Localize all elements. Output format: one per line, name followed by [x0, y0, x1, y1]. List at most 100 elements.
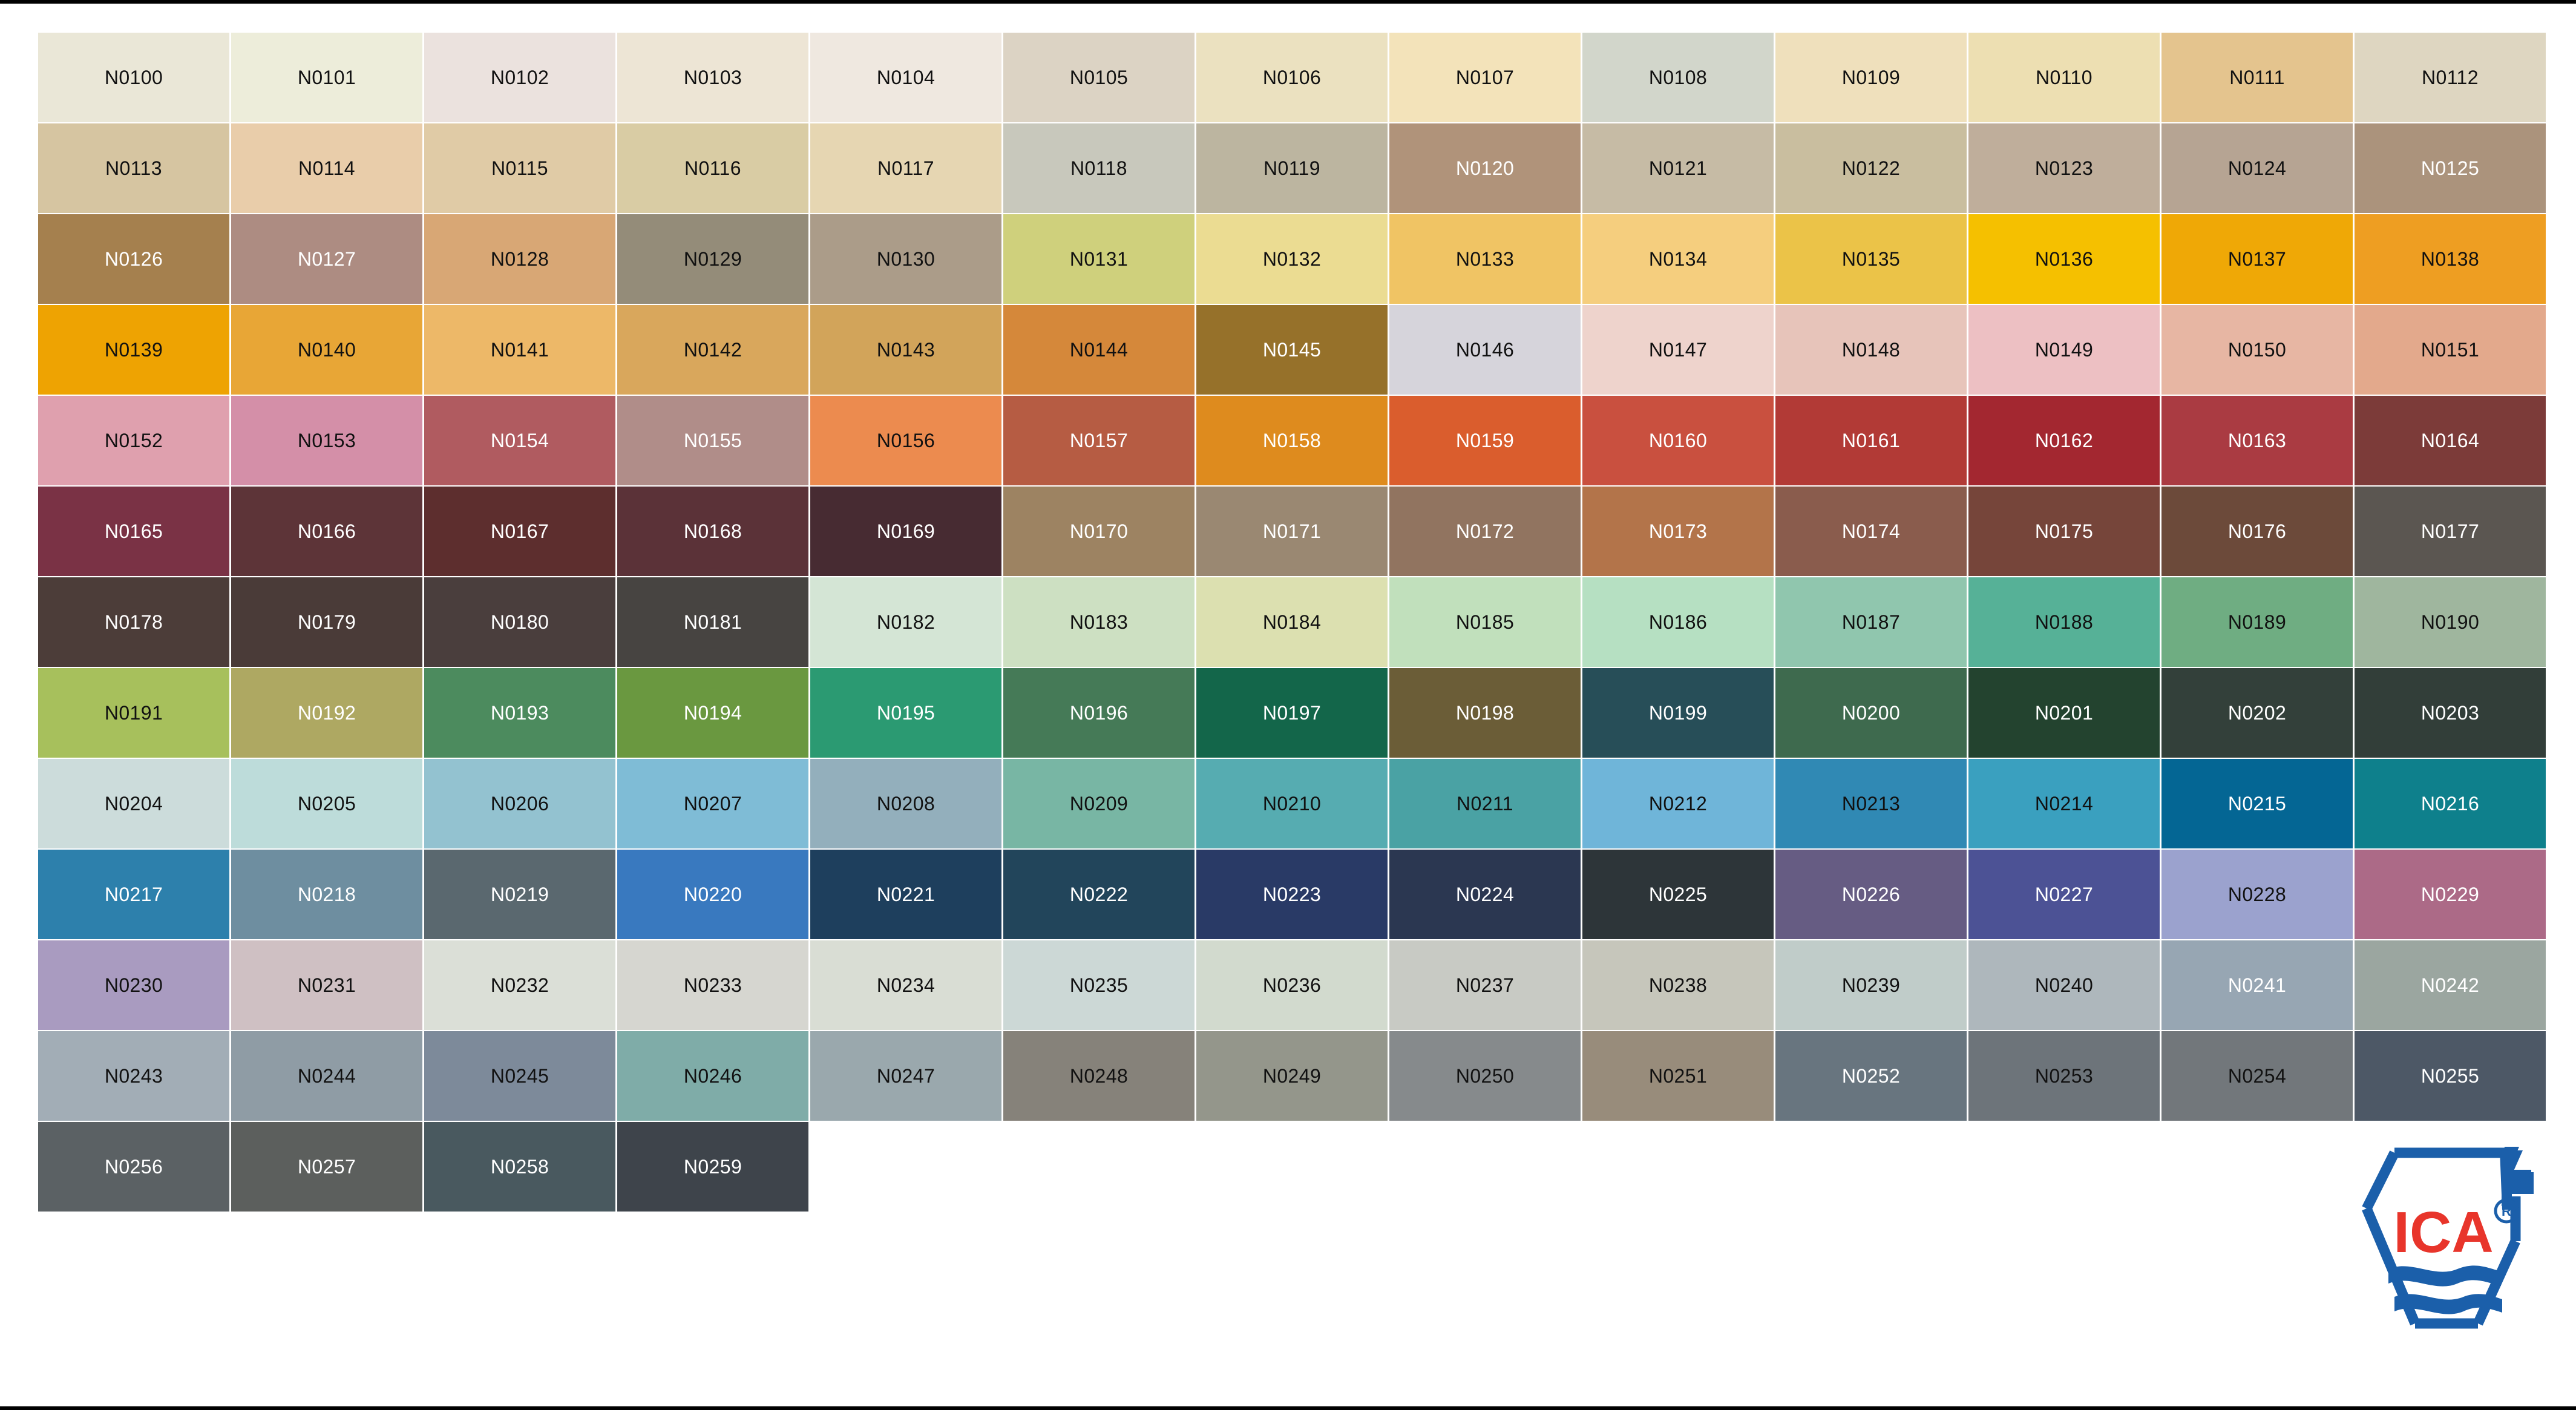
- colour-swatch[interactable]: N0252: [1775, 1031, 1967, 1121]
- colour-swatch[interactable]: N0189: [2161, 577, 2353, 667]
- colour-swatch[interactable]: N0118: [1003, 123, 1195, 213]
- colour-swatch[interactable]: N0191: [38, 668, 229, 758]
- colour-swatch[interactable]: N0259: [617, 1122, 808, 1212]
- colour-swatch[interactable]: N0101: [231, 33, 422, 122]
- colour-swatch[interactable]: N0137: [2161, 214, 2353, 304]
- colour-swatch[interactable]: N0208: [810, 759, 1001, 848]
- colour-swatch[interactable]: N0115: [424, 123, 615, 213]
- colour-swatch[interactable]: N0202: [2161, 668, 2353, 758]
- colour-swatch[interactable]: N0225: [1582, 850, 1774, 939]
- colour-swatch[interactable]: N0183: [1003, 577, 1195, 667]
- colour-swatch[interactable]: N0121: [1582, 123, 1774, 213]
- colour-swatch[interactable]: N0217: [38, 850, 229, 939]
- colour-swatch[interactable]: N0152: [38, 396, 229, 485]
- colour-swatch[interactable]: N0154: [424, 396, 615, 485]
- colour-swatch[interactable]: N0140: [231, 305, 422, 395]
- colour-swatch[interactable]: N0158: [1196, 396, 1388, 485]
- colour-swatch[interactable]: N0222: [1003, 850, 1195, 939]
- colour-swatch[interactable]: N0169: [810, 487, 1001, 576]
- colour-swatch[interactable]: N0157: [1003, 396, 1195, 485]
- colour-swatch[interactable]: N0161: [1775, 396, 1967, 485]
- colour-swatch[interactable]: N0230: [38, 940, 229, 1030]
- colour-swatch[interactable]: N0144: [1003, 305, 1195, 395]
- colour-swatch[interactable]: N0133: [1389, 214, 1581, 304]
- colour-swatch[interactable]: N0145: [1196, 305, 1388, 395]
- colour-swatch[interactable]: N0239: [1775, 940, 1967, 1030]
- colour-swatch[interactable]: N0238: [1582, 940, 1774, 1030]
- colour-swatch[interactable]: N0129: [617, 214, 808, 304]
- colour-swatch[interactable]: N0228: [2161, 850, 2353, 939]
- colour-swatch[interactable]: N0105: [1003, 33, 1195, 122]
- colour-swatch[interactable]: N0214: [1968, 759, 2160, 848]
- colour-swatch[interactable]: N0207: [617, 759, 808, 848]
- colour-swatch[interactable]: N0221: [810, 850, 1001, 939]
- colour-swatch[interactable]: N0256: [38, 1122, 229, 1212]
- colour-swatch[interactable]: N0143: [810, 305, 1001, 395]
- colour-swatch[interactable]: N0147: [1582, 305, 1774, 395]
- colour-swatch[interactable]: N0131: [1003, 214, 1195, 304]
- colour-swatch[interactable]: N0176: [2161, 487, 2353, 576]
- colour-swatch[interactable]: N0138: [2355, 214, 2546, 304]
- colour-swatch[interactable]: N0119: [1196, 123, 1388, 213]
- colour-swatch[interactable]: N0200: [1775, 668, 1967, 758]
- colour-swatch[interactable]: N0212: [1582, 759, 1774, 848]
- colour-swatch[interactable]: N0231: [231, 940, 422, 1030]
- colour-swatch[interactable]: N0244: [231, 1031, 422, 1121]
- colour-swatch[interactable]: N0117: [810, 123, 1001, 213]
- colour-swatch[interactable]: N0182: [810, 577, 1001, 667]
- colour-swatch[interactable]: N0164: [2355, 396, 2546, 485]
- colour-swatch[interactable]: N0160: [1582, 396, 1774, 485]
- colour-swatch[interactable]: N0126: [38, 214, 229, 304]
- colour-swatch[interactable]: N0178: [38, 577, 229, 667]
- colour-swatch[interactable]: N0166: [231, 487, 422, 576]
- colour-swatch[interactable]: N0255: [2355, 1031, 2546, 1121]
- colour-swatch[interactable]: N0171: [1196, 487, 1388, 576]
- colour-swatch[interactable]: N0130: [810, 214, 1001, 304]
- colour-swatch[interactable]: N0155: [617, 396, 808, 485]
- colour-swatch[interactable]: N0122: [1775, 123, 1967, 213]
- colour-swatch[interactable]: N0198: [1389, 668, 1581, 758]
- colour-swatch[interactable]: N0196: [1003, 668, 1195, 758]
- colour-swatch[interactable]: N0139: [38, 305, 229, 395]
- colour-swatch[interactable]: N0199: [1582, 668, 1774, 758]
- colour-swatch[interactable]: N0162: [1968, 396, 2160, 485]
- colour-swatch[interactable]: N0236: [1196, 940, 1388, 1030]
- colour-swatch[interactable]: N0253: [1968, 1031, 2160, 1121]
- colour-swatch[interactable]: N0209: [1003, 759, 1195, 848]
- colour-swatch[interactable]: N0159: [1389, 396, 1581, 485]
- colour-swatch[interactable]: N0109: [1775, 33, 1967, 122]
- colour-swatch[interactable]: N0102: [424, 33, 615, 122]
- colour-swatch[interactable]: N0181: [617, 577, 808, 667]
- colour-swatch[interactable]: N0185: [1389, 577, 1581, 667]
- colour-swatch[interactable]: N0240: [1968, 940, 2160, 1030]
- colour-swatch[interactable]: N0193: [424, 668, 615, 758]
- colour-swatch[interactable]: N0188: [1968, 577, 2160, 667]
- colour-swatch[interactable]: N0134: [1582, 214, 1774, 304]
- colour-swatch[interactable]: N0184: [1196, 577, 1388, 667]
- colour-swatch[interactable]: N0220: [617, 850, 808, 939]
- colour-swatch[interactable]: N0247: [810, 1031, 1001, 1121]
- colour-swatch[interactable]: N0124: [2161, 123, 2353, 213]
- colour-swatch[interactable]: N0206: [424, 759, 615, 848]
- colour-swatch[interactable]: N0245: [424, 1031, 615, 1121]
- colour-swatch[interactable]: N0116: [617, 123, 808, 213]
- colour-swatch[interactable]: N0251: [1582, 1031, 1774, 1121]
- colour-swatch[interactable]: N0173: [1582, 487, 1774, 576]
- colour-swatch[interactable]: N0170: [1003, 487, 1195, 576]
- colour-swatch[interactable]: N0211: [1389, 759, 1581, 848]
- colour-swatch[interactable]: N0127: [231, 214, 422, 304]
- colour-swatch[interactable]: N0168: [617, 487, 808, 576]
- colour-swatch[interactable]: N0237: [1389, 940, 1581, 1030]
- colour-swatch[interactable]: N0205: [231, 759, 422, 848]
- colour-swatch[interactable]: N0227: [1968, 850, 2160, 939]
- colour-swatch[interactable]: N0150: [2161, 305, 2353, 395]
- colour-swatch[interactable]: N0201: [1968, 668, 2160, 758]
- colour-swatch[interactable]: N0250: [1389, 1031, 1581, 1121]
- colour-swatch[interactable]: N0218: [231, 850, 422, 939]
- colour-swatch[interactable]: N0107: [1389, 33, 1581, 122]
- colour-swatch[interactable]: N0179: [231, 577, 422, 667]
- colour-swatch[interactable]: N0146: [1389, 305, 1581, 395]
- colour-swatch[interactable]: N0153: [231, 396, 422, 485]
- colour-swatch[interactable]: N0186: [1582, 577, 1774, 667]
- colour-swatch[interactable]: N0187: [1775, 577, 1967, 667]
